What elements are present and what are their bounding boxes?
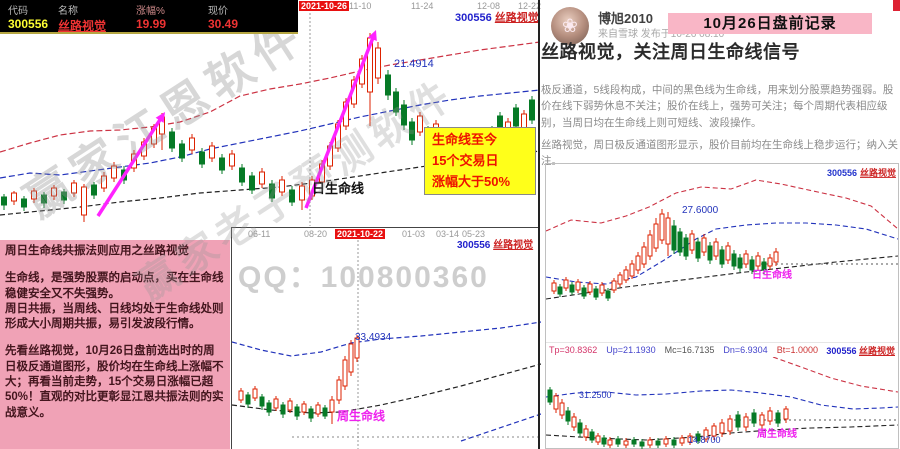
stock-name: 丝路视觉: [493, 240, 534, 251]
price-label: 21.4914: [394, 58, 434, 70]
weekly-channel-chart: 33.4934 周生命线: [232, 240, 541, 449]
annotation-line: 15个交易日: [432, 152, 499, 168]
quote-header: 代码 名称 涨幅% 现价 300556 丝路视觉 19.99 30.49: [0, 0, 298, 34]
stock-code: 300556: [455, 12, 492, 24]
embedded-weekly-chart: 31.2500 14.8700 周生命线: [546, 357, 898, 449]
embedded-daily-chart: 27.6000 日生命线 300556 丝路视觉: [546, 167, 898, 301]
scrollbar-indicator[interactable]: [893, 0, 900, 11]
stock-name: 丝路视觉: [860, 167, 896, 178]
commentary-panel: 周日生命线共振法则应用之丝路视觉 生命线，是强势股票的启动点，买在生命线稳健安全…: [0, 240, 230, 449]
date-tick: 12-22: [518, 1, 542, 11]
post-paragraph: 丝路视觉，周日极反通道图形显示，股价目前均在生命线上稳步运行；纳入关注。: [541, 139, 898, 168]
col-code-label: 代码: [8, 6, 28, 17]
day-lifeline-label: 日生命线: [312, 181, 364, 196]
date-axis-daily: 2021-10-26 11-10 11-24 12-08 12-22: [0, 1, 542, 13]
date-tick-highlight: 2021-10-22: [335, 229, 386, 239]
date-tick-highlight: 2021-10-26: [299, 1, 350, 11]
weekly-chart-panel: 33.4934 周生命线 06-11 08-20 2021-10-22 01-03 03-…: [231, 227, 541, 449]
price-label: 31.2500: [579, 390, 612, 400]
stock-code: 300556: [827, 168, 857, 178]
annotation-line: 涨幅大于50%: [432, 173, 511, 189]
indicator-value: Dn=6.9304: [723, 345, 768, 355]
commentary-paragraph: 周日共振，当周线、日线均处于生命线处则形成大小周期共振，易引发波段行情。: [5, 302, 224, 331]
quote-change: 19.99: [136, 17, 167, 31]
col-price-label: 现价: [208, 6, 228, 17]
date-tick: 11-10: [349, 1, 372, 11]
date-tick: 08-20: [304, 229, 328, 239]
indicator-row: Tp=30.8362 Up=21.1930 Mc=16.7135 Dn=6.9304 B…: [546, 342, 898, 357]
week-lifeline-label: 周生命线: [337, 408, 385, 423]
stock-name: 丝路视觉: [858, 345, 895, 356]
annotation-box: 生命线至今 15个交易日 涨幅大于50%: [424, 127, 536, 195]
date-tick: 06-11: [248, 229, 271, 239]
annotation-line: 生命线至今: [432, 132, 498, 147]
quote-name[interactable]: 丝路视觉: [58, 19, 107, 33]
stock-code: 300556: [457, 240, 491, 251]
indicator-value: Bt=1.0000: [776, 345, 818, 355]
col-change-label[interactable]: 涨幅%: [136, 6, 165, 17]
post-paragraph: 极反通道，5线段构成，中间的黑色线为生命线，用来划分股票趋势强弱。股价在线下弱势…: [541, 84, 894, 129]
stock-label: 300556 丝路视觉: [457, 236, 533, 251]
username[interactable]: 博旭2010: [598, 11, 653, 26]
stock-code: 300556: [826, 345, 857, 356]
embedded-chart-image: 27.6000 日生命线 300556 丝路视觉 Tp=30.8362 Up=21.19…: [545, 163, 899, 449]
price-label: 27.6000: [682, 205, 719, 216]
post-meta: 来自雪球 发布于10-26 08:10: [598, 29, 725, 40]
pre-market-badge: 10月26日盘前记录: [668, 13, 872, 34]
date-tick: 12-08: [477, 1, 501, 11]
commentary-paragraph: 先看丝路视觉，10月26日盘前选出时的周日极反通道图形，股价均在生命线上涨幅不大…: [5, 345, 224, 419]
date-tick: 11-24: [411, 1, 434, 11]
date-tick: 01-03: [402, 229, 426, 239]
stock-name: 丝路视觉: [494, 12, 539, 24]
flower-icon: ❀: [562, 15, 578, 37]
indicator-values: Tp=30.8362 Up=21.1930 Mc=16.7135 Dn=6.9304 B…: [549, 345, 818, 355]
indicator-value: Tp=30.8362: [549, 345, 598, 355]
date-tick: 05-23: [462, 229, 486, 239]
avatar[interactable]: ❀: [551, 7, 589, 45]
quote-price: 30.49: [208, 17, 239, 31]
col-name-label: 名称: [58, 6, 78, 17]
stock-label: 300556 丝路视觉: [826, 344, 895, 357]
quote-code: 300556: [8, 17, 49, 31]
price-label: 14.8700: [688, 435, 721, 445]
indicator-value: Mc=16.7135: [664, 345, 715, 355]
date-tick: 03-14: [436, 229, 460, 239]
day-lifeline-label: 日生命线: [752, 268, 792, 281]
post-title[interactable]: 丝路视觉，关注周日生命线信号: [541, 42, 800, 62]
price-label: 33.4934: [355, 332, 392, 343]
panel-divider: [538, 0, 540, 449]
week-lifeline-label: 周生命线: [757, 427, 797, 440]
indicator-value: Up=21.1930: [606, 345, 656, 355]
social-post-panel: ❀ 博旭2010 来自雪球 发布于10-26 08:10 10月26日盘前记录 …: [541, 0, 900, 449]
stock-label: 300556 丝路视觉: [455, 9, 539, 25]
commentary-paragraph: 生命线，是强势股票的启动点，买在生命线稳健安全又不失强势。: [5, 272, 224, 300]
date-axis-weekly: 06-11 08-20 2021-10-22 01-03 03-14 05-23: [232, 229, 541, 241]
commentary-title: 周日生命线共振法则应用之丝路视觉: [5, 245, 189, 257]
